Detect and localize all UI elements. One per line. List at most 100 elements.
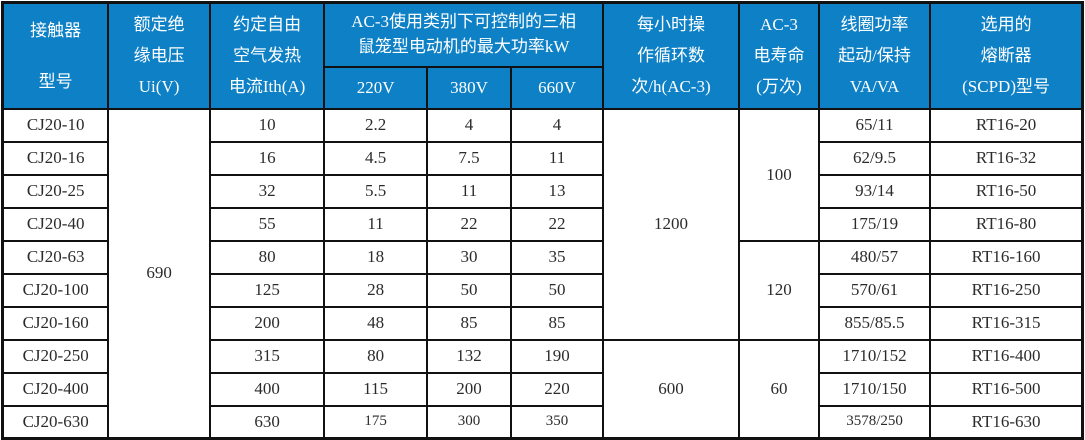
cell-ith: 80 bbox=[208, 239, 326, 275]
cell-model: CJ20-630 bbox=[1, 404, 110, 440]
cell-ith: 125 bbox=[208, 272, 326, 308]
cell-ith: 10 bbox=[208, 107, 326, 143]
cell-kw-660: 35 bbox=[510, 239, 604, 275]
cell-kw-380: 30 bbox=[425, 239, 513, 275]
table-row: CJ20-25 32 5.5 11 13 93/14 RT16-50 bbox=[1, 173, 1084, 209]
cell-coil-power: 3578/250 bbox=[817, 404, 932, 440]
table-row: CJ20-160 200 48 85 85 855/85.5 RT16-315 bbox=[1, 305, 1084, 341]
cell-cycles: 600 bbox=[601, 338, 741, 440]
cell-model: CJ20-16 bbox=[1, 140, 110, 176]
cell-fuse: RT16-20 bbox=[929, 107, 1084, 143]
cell-fuse: RT16-630 bbox=[929, 404, 1084, 440]
cell-ith: 32 bbox=[208, 173, 326, 209]
cell-fuse: RT16-32 bbox=[929, 140, 1084, 176]
cell-kw-660: 85 bbox=[510, 305, 604, 341]
cell-model: CJ20-10 bbox=[1, 107, 110, 143]
table-row: CJ20-10 690 10 2.2 4 4 1200 100 65/11 RT… bbox=[1, 107, 1084, 440]
header-model: 接触器 型号 bbox=[1, 1, 110, 110]
cell-ith: 400 bbox=[208, 371, 326, 407]
table-row: CJ20-100 125 28 50 50 570/61 RT16-250 bbox=[1, 272, 1084, 308]
cell-coil-power: 65/11 bbox=[817, 107, 932, 143]
cell-kw-660: 220 bbox=[510, 371, 604, 407]
cell-model: CJ20-40 bbox=[1, 206, 110, 242]
table-row: CJ20-63 80 18 30 35 120 480/57 RT16-160 bbox=[1, 239, 1084, 341]
cell-kw-220: 80 bbox=[323, 338, 428, 374]
cell-model: CJ20-25 bbox=[1, 173, 110, 209]
cell-kw-220: 18 bbox=[323, 239, 428, 275]
header-fuse-type: 选用的 熔断器 (SCPD)型号 bbox=[929, 1, 1084, 110]
header-220v: 220V bbox=[323, 65, 428, 110]
cell-ith: 55 bbox=[208, 206, 326, 242]
table-row: CJ20-630 630 175 300 350 3578/250 RT16-6… bbox=[1, 404, 1084, 440]
cell-coil-power: 1710/150 bbox=[817, 371, 932, 407]
header-380v: 380V bbox=[425, 65, 513, 110]
cell-fuse: RT16-400 bbox=[929, 338, 1084, 374]
cell-kw-660: 11 bbox=[510, 140, 604, 176]
cell-ith: 16 bbox=[208, 140, 326, 176]
cell-life: 60 bbox=[738, 338, 820, 440]
cell-kw-220: 175 bbox=[323, 404, 428, 440]
cell-model: CJ20-400 bbox=[1, 371, 110, 407]
cell-fuse: RT16-250 bbox=[929, 272, 1084, 308]
cell-kw-220: 48 bbox=[323, 305, 428, 341]
cell-kw-380: 4 bbox=[425, 107, 513, 143]
cell-kw-660: 190 bbox=[510, 338, 604, 374]
cell-kw-220: 28 bbox=[323, 272, 428, 308]
header-rated-insulation-voltage: 额定绝 缘电压 Ui(V) bbox=[107, 1, 211, 110]
cell-kw-220: 5.5 bbox=[323, 173, 428, 209]
cell-kw-380: 85 bbox=[425, 305, 513, 341]
header-coil-power: 线圈功率 起动/保持 VA/VA bbox=[817, 1, 932, 110]
cell-kw-220: 115 bbox=[323, 371, 428, 407]
cell-coil-power: 480/57 bbox=[817, 239, 932, 275]
cell-cycles: 1200 bbox=[601, 107, 741, 341]
header-row-1: 接触器 型号 额定绝 缘电压 Ui(V) 约定自由 空气发热 电流Ith(A) … bbox=[1, 1, 1084, 110]
cell-coil-power: 175/19 bbox=[817, 206, 932, 242]
table-row: CJ20-400 400 115 200 220 1710/150 RT16-5… bbox=[1, 371, 1084, 407]
cell-kw-380: 11 bbox=[425, 173, 513, 209]
cell-fuse: RT16-500 bbox=[929, 371, 1084, 407]
cell-coil-power: 1710/152 bbox=[817, 338, 932, 374]
cell-coil-power: 855/85.5 bbox=[817, 305, 932, 341]
cell-kw-660: 4 bbox=[510, 107, 604, 143]
cell-model: CJ20-160 bbox=[1, 305, 110, 341]
header-row-2: 220V 380V 660V bbox=[3, 65, 1083, 110]
cell-ith: 315 bbox=[208, 338, 326, 374]
header-electrical-life: AC-3 电寿命 (万次) bbox=[738, 1, 820, 110]
cell-kw-220: 2.2 bbox=[323, 107, 428, 143]
cell-kw-220: 4.5 bbox=[323, 140, 428, 176]
cell-fuse: RT16-50 bbox=[929, 173, 1084, 209]
header-thermal-current: 约定自由 空气发热 电流Ith(A) bbox=[208, 1, 326, 110]
cell-kw-660: 50 bbox=[510, 272, 604, 308]
cell-rated-voltage: 690 bbox=[107, 107, 211, 440]
cell-coil-power: 93/14 bbox=[817, 173, 932, 209]
cell-coil-power: 570/61 bbox=[817, 272, 932, 308]
cell-kw-380: 300 bbox=[425, 404, 513, 440]
cell-kw-380: 50 bbox=[425, 272, 513, 308]
cell-ith: 630 bbox=[208, 404, 326, 440]
cell-fuse: RT16-160 bbox=[929, 239, 1084, 275]
header-cycles-per-hour: 每小时操 作循环数 次/h(AC-3) bbox=[601, 1, 741, 110]
table-row: CJ20-40 55 11 22 22 175/19 RT16-80 bbox=[1, 206, 1084, 242]
cell-model: CJ20-63 bbox=[1, 239, 110, 275]
table-body: CJ20-10 690 10 2.2 4 4 1200 100 65/11 RT… bbox=[1, 107, 1084, 440]
cell-kw-660: 22 bbox=[510, 206, 604, 242]
cell-kw-380: 7.5 bbox=[425, 140, 513, 176]
cell-model: CJ20-250 bbox=[1, 338, 110, 374]
cell-fuse: RT16-315 bbox=[929, 305, 1084, 341]
header-motor-power-group: AC-3使用类别下可控制的三相 鼠笼型电动机的最大功率kW bbox=[323, 1, 604, 68]
cell-kw-380: 22 bbox=[425, 206, 513, 242]
cell-life: 120 bbox=[738, 239, 820, 341]
header-660v: 660V bbox=[510, 65, 604, 110]
cell-kw-660: 350 bbox=[510, 404, 604, 440]
table-row: CJ20-16 16 4.5 7.5 11 62/9.5 RT16-32 bbox=[1, 140, 1084, 176]
cell-kw-380: 132 bbox=[425, 338, 513, 374]
cell-coil-power: 62/9.5 bbox=[817, 140, 932, 176]
cell-fuse: RT16-80 bbox=[929, 206, 1084, 242]
cell-ith: 200 bbox=[208, 305, 326, 341]
cell-kw-660: 13 bbox=[510, 173, 604, 209]
table-header: 接触器 型号 额定绝 缘电压 Ui(V) 约定自由 空气发热 电流Ith(A) … bbox=[1, 1, 1084, 110]
cell-life: 100 bbox=[738, 107, 820, 242]
cell-kw-220: 11 bbox=[323, 206, 428, 242]
